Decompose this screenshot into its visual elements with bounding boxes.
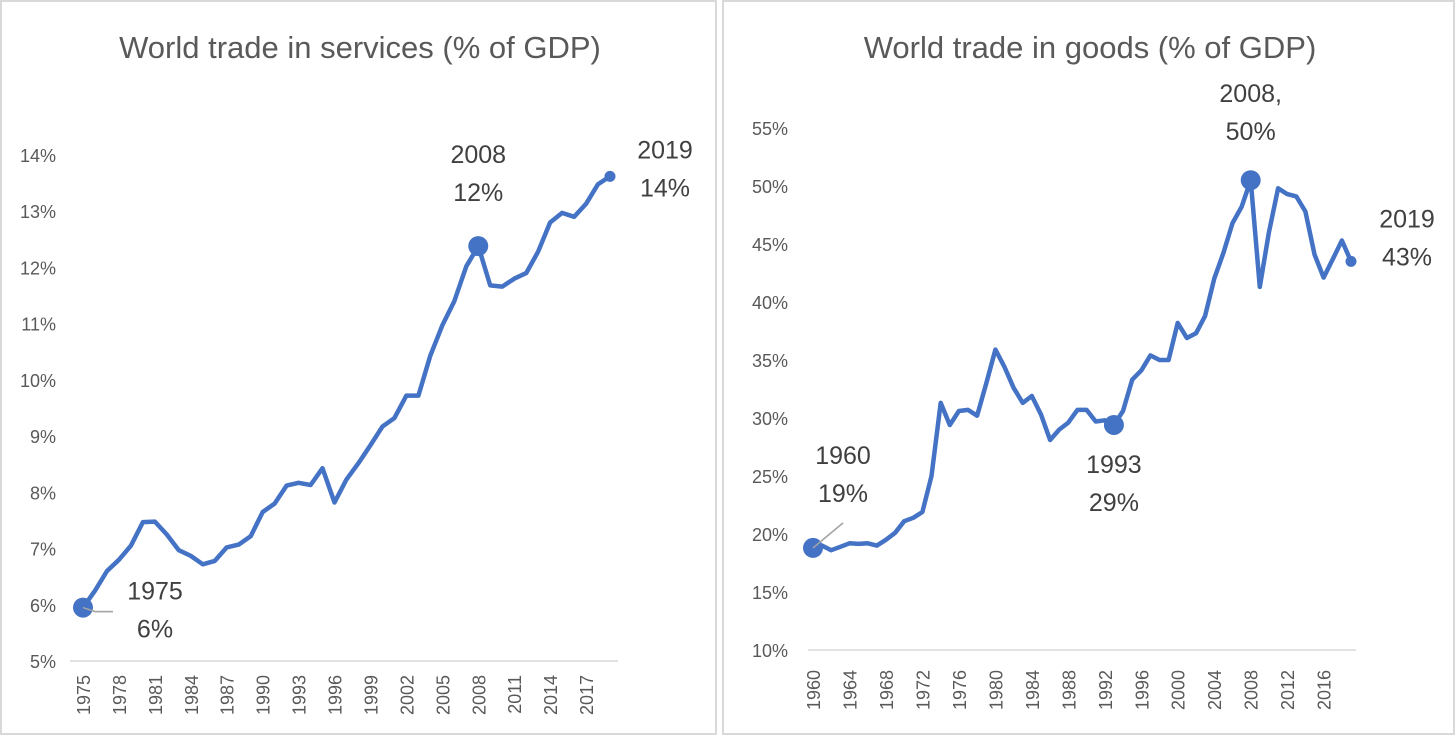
highlight-marker (1240, 170, 1261, 191)
y-tick-label: 40% (752, 293, 788, 313)
highlight-marker (604, 170, 616, 182)
data-label: 14% (640, 174, 690, 202)
x-tick-label: 1972 (913, 670, 933, 710)
data-label: 2019 (1379, 205, 1435, 233)
data-label: 29% (1089, 489, 1139, 517)
y-tick-label: 25% (752, 467, 788, 487)
chart-panel (0, 0, 717, 735)
y-tick-label: 45% (752, 235, 788, 255)
y-tick-label: 30% (752, 409, 788, 429)
x-tick-label: 1980 (986, 670, 1006, 710)
data-label: 1993 (1086, 451, 1142, 479)
chart-panel (722, 0, 1455, 735)
y-tick-label: 35% (752, 351, 788, 371)
y-tick-label: 12% (20, 258, 56, 278)
annotation-leader (82, 606, 113, 613)
data-label: 50% (1226, 118, 1276, 146)
data-label: 6% (137, 616, 173, 644)
chart-title: World trade in goods (% of GDP) (864, 30, 1317, 65)
data-label: 43% (1382, 243, 1432, 271)
x-tick-label: 2017 (577, 675, 597, 715)
data-label: 12% (453, 179, 503, 207)
x-tick-label: 1984 (1023, 670, 1043, 710)
x-tick-label: 1988 (1059, 670, 1079, 710)
x-tick-label: 2002 (397, 675, 417, 715)
data-label: 2008, (1219, 80, 1282, 108)
data-label: 1975 (127, 578, 183, 606)
y-tick-label: 14% (20, 146, 56, 166)
x-tick-label: 1976 (950, 670, 970, 710)
data-label: 2008 (450, 141, 506, 169)
x-tick-label: 1978 (110, 675, 130, 715)
x-tick-label: 1999 (361, 675, 381, 715)
x-tick-label: 2016 (1315, 670, 1335, 710)
x-tick-label: 2012 (1278, 670, 1298, 710)
y-tick-label: 10% (752, 641, 788, 661)
data-label: 19% (818, 480, 868, 508)
chart-title: World trade in services (% of GDP) (119, 30, 601, 65)
y-tick-label: 20% (752, 525, 788, 545)
x-tick-label: 2004 (1205, 670, 1225, 710)
y-tick-label: 9% (30, 427, 56, 447)
x-tick-label: 1987 (218, 675, 238, 715)
y-tick-label: 55% (752, 119, 788, 139)
x-tick-label: 1964 (840, 670, 860, 710)
y-tick-label: 5% (30, 652, 56, 672)
y-tick-label: 8% (30, 483, 56, 503)
x-tick-label: 2011 (505, 675, 525, 714)
series-line (810, 177, 1354, 553)
highlight-marker (1345, 255, 1357, 267)
y-tick-label: 6% (30, 596, 56, 616)
x-tick-label: 1990 (254, 675, 274, 715)
data-label: 2019 (637, 136, 693, 164)
x-tick-label: 2008 (469, 675, 489, 715)
highlight-marker (1103, 414, 1124, 435)
y-tick-label: 50% (752, 177, 788, 197)
x-tick-label: 1975 (74, 675, 94, 715)
x-tick-label: 2005 (433, 675, 453, 715)
x-tick-label: 1996 (326, 675, 346, 715)
x-tick-label: 1960 (804, 670, 824, 710)
y-tick-label: 7% (30, 540, 56, 560)
y-tick-label: 15% (752, 583, 788, 603)
x-tick-label: 1992 (1096, 670, 1116, 710)
y-tick-label: 13% (20, 202, 56, 222)
x-tick-label: 1996 (1132, 670, 1152, 710)
x-tick-label: 1984 (182, 675, 202, 715)
x-tick-label: 1981 (146, 675, 166, 715)
annotation-leader (812, 522, 844, 549)
x-tick-label: 2014 (541, 675, 561, 715)
y-tick-label: 10% (20, 371, 56, 391)
x-tick-label: 2000 (1169, 670, 1189, 710)
x-tick-label: 1968 (877, 670, 897, 710)
x-tick-label: 1993 (290, 675, 310, 715)
y-tick-label: 11% (21, 315, 56, 335)
data-label: 1960 (815, 442, 871, 470)
highlight-marker (468, 236, 489, 257)
x-tick-label: 2008 (1242, 670, 1262, 710)
